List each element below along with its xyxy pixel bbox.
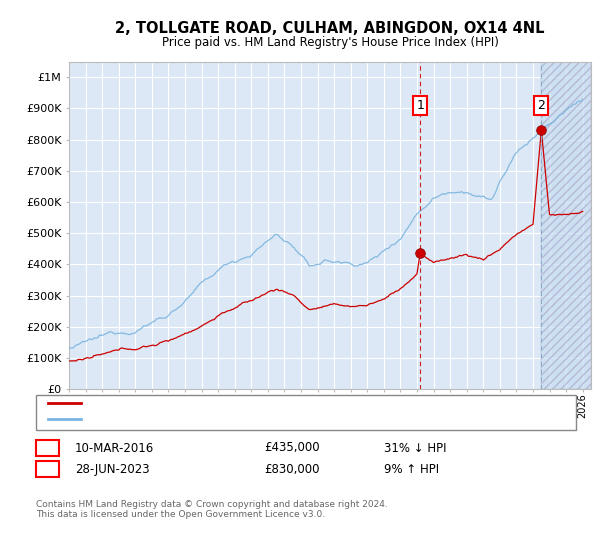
Text: Price paid vs. HM Land Registry's House Price Index (HPI): Price paid vs. HM Land Registry's House …: [161, 36, 499, 49]
Text: 2: 2: [537, 99, 545, 113]
Text: 1: 1: [44, 441, 51, 455]
Text: 10-MAR-2016: 10-MAR-2016: [75, 441, 154, 455]
Text: 9% ↑ HPI: 9% ↑ HPI: [384, 463, 439, 476]
Text: 2, TOLLGATE ROAD, CULHAM, ABINGDON, OX14 4NL: 2, TOLLGATE ROAD, CULHAM, ABINGDON, OX14…: [115, 21, 545, 36]
Text: 31% ↓ HPI: 31% ↓ HPI: [384, 441, 446, 455]
Text: 1: 1: [416, 99, 424, 113]
Bar: [541, 62, 591, 389]
Text: HPI: Average price, detached house, South Oxfordshire: HPI: Average price, detached house, Sout…: [87, 414, 374, 424]
Text: 28-JUN-2023: 28-JUN-2023: [75, 463, 149, 476]
Text: 2, TOLLGATE ROAD, CULHAM, ABINGDON, OX14 4NL (detached house): 2, TOLLGATE ROAD, CULHAM, ABINGDON, OX14…: [87, 398, 455, 408]
Text: £830,000: £830,000: [264, 463, 320, 476]
Text: 2: 2: [44, 463, 51, 476]
Text: £435,000: £435,000: [264, 441, 320, 455]
Text: Contains HM Land Registry data © Crown copyright and database right 2024.
This d: Contains HM Land Registry data © Crown c…: [36, 500, 388, 519]
